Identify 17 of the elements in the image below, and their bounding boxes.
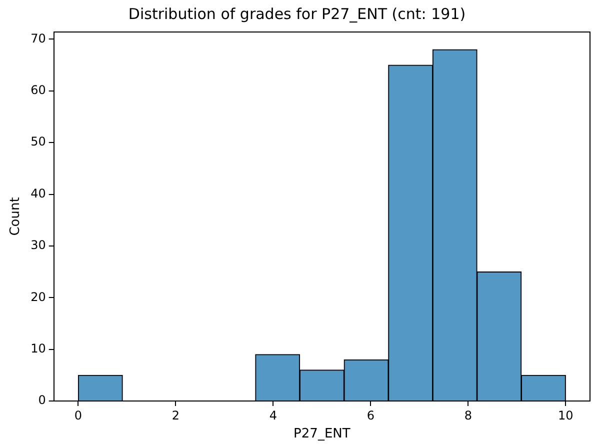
- x-tick-label: 2: [172, 408, 180, 422]
- y-tick-label: 70: [30, 31, 46, 46]
- y-tick-label: 60: [30, 83, 46, 98]
- y-tick-label: 10: [30, 341, 46, 356]
- x-tick-label: 6: [366, 408, 374, 422]
- x-tick-label: 8: [464, 408, 472, 422]
- x-axis-title: P27_ENT: [294, 426, 350, 442]
- y-tick-label: 0: [38, 393, 46, 408]
- y-tick-label: 50: [30, 134, 46, 149]
- y-tick-label: 30: [30, 238, 46, 252]
- y-tick-label: 40: [30, 186, 46, 200]
- x-tick-label: 4: [269, 408, 278, 422]
- y-axis-title: Count: [8, 197, 24, 236]
- chart-title: Distribution of grades for P27_ENT (cnt: 191): [128, 4, 466, 23]
- x-tick-label: 10: [558, 408, 574, 422]
- y-tick-label: 20: [30, 290, 46, 304]
- x-tick-label: 0: [74, 408, 82, 422]
